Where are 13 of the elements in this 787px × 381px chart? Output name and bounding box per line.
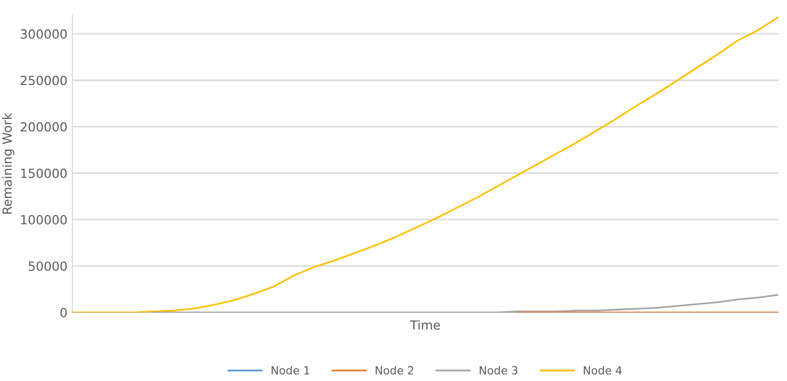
y-tick-label: 200000: [20, 122, 67, 132]
y-tick-label: 150000: [21, 168, 67, 178]
y-tick-label: 50000: [28, 261, 67, 271]
legend-label: Node 1: [272, 366, 310, 375]
y-tick-label: 100000: [21, 215, 67, 224]
x-axis-title: Time: [410, 320, 440, 330]
y-tick-label: 0: [60, 308, 67, 318]
y-tick-label: 300000: [20, 29, 67, 39]
y-axis-title: Remaining Work: [2, 112, 14, 214]
legend-label: Node 2: [376, 366, 414, 375]
y-tick-label: 250000: [20, 76, 67, 86]
legend-label: Node 3: [480, 366, 518, 375]
legend-label: Node 4: [584, 366, 622, 375]
